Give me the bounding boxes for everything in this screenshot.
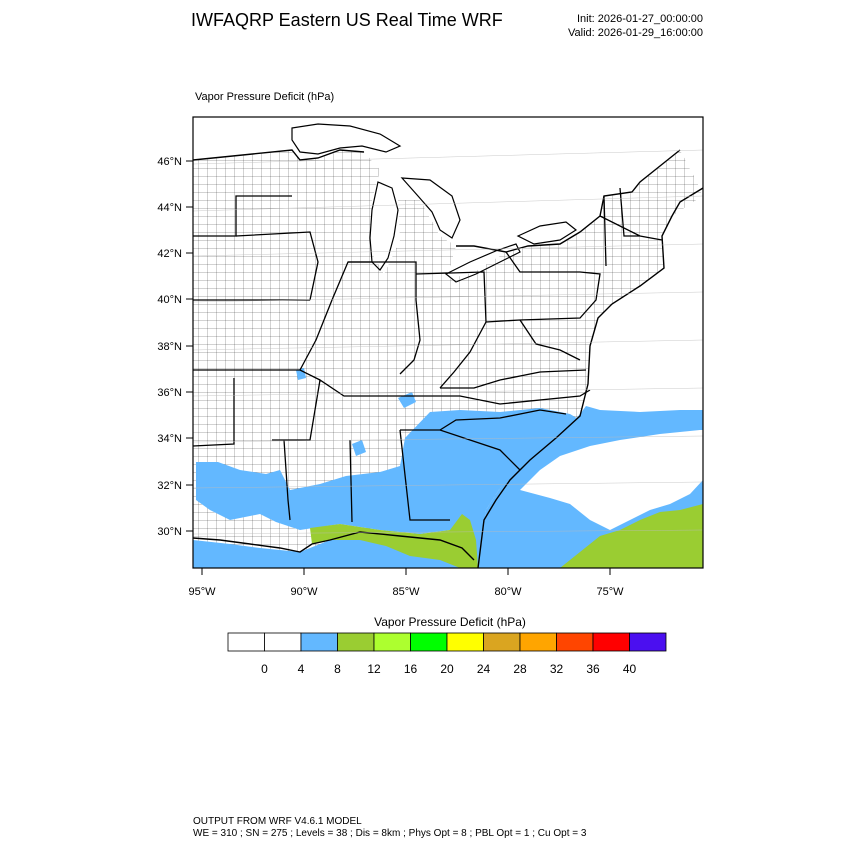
us-counties bbox=[193, 150, 702, 568]
lat-label-36: 36°N bbox=[157, 387, 182, 399]
colorbar-label-2: 8 bbox=[334, 662, 341, 676]
lon-label-95: 95°W bbox=[188, 586, 216, 598]
colorbar-label-3: 12 bbox=[367, 662, 381, 676]
lat-label-38: 38°N bbox=[157, 341, 182, 353]
coastline-east bbox=[477, 187, 703, 568]
colorbar-box-6 bbox=[446, 632, 484, 652]
colorbar-label-10: 40 bbox=[622, 662, 637, 676]
map-subtitle: Vapor Pressure Deficit (hPa) bbox=[195, 91, 335, 103]
colorbar-box-3 bbox=[337, 632, 375, 652]
lon-label-75: 75°W bbox=[596, 586, 624, 598]
map-frame bbox=[192, 116, 704, 569]
model-info-line-1: OUTPUT FROM WRF V4.6.1 MODEL bbox=[193, 816, 362, 827]
colorbar-label-5: 20 bbox=[440, 662, 454, 676]
model-info-line-2: WE = 310 ; SN = 275 ; Levels = 38 ; Dis … bbox=[193, 828, 587, 839]
lon-axis: 95°W 90°W 85°W 80°W 75°W bbox=[188, 568, 624, 598]
map-area bbox=[193, 117, 703, 568]
page-title: IWFAQRP Eastern US Real Time WRF bbox=[191, 10, 503, 30]
colorbar bbox=[227, 632, 667, 652]
colorbar-label-6: 24 bbox=[476, 662, 491, 676]
colorbar-label-1: 4 bbox=[297, 662, 305, 676]
colorbar-box-8 bbox=[519, 632, 557, 652]
lat-label-42: 42°N bbox=[157, 248, 182, 260]
coastline-gulf bbox=[193, 531, 475, 561]
lat-label-34: 34°N bbox=[157, 433, 182, 445]
state-borders bbox=[193, 187, 663, 523]
lat-label-30: 30°N bbox=[157, 526, 182, 538]
us-canada-border bbox=[193, 149, 681, 253]
lat-label-32: 32°N bbox=[157, 480, 182, 492]
colorbar-label-4: 16 bbox=[403, 662, 418, 676]
colorbar-box-2 bbox=[300, 632, 338, 652]
ocean-low-vpd bbox=[520, 430, 703, 530]
colorbar-label-9: 36 bbox=[586, 662, 600, 676]
colorbar-label-7: 28 bbox=[513, 662, 527, 676]
graticule bbox=[193, 149, 703, 535]
lat-axis: 46°N 44°N 42°N 40°N 38°N 36°N 34°N 32°N … bbox=[157, 156, 193, 538]
lat-label-44: 44°N bbox=[157, 202, 182, 214]
colorbar-title: Vapor Pressure Deficit (hPa) bbox=[374, 615, 526, 629]
lon-label-90: 90°W bbox=[290, 586, 318, 598]
colorbar-box-9 bbox=[556, 632, 594, 652]
lat-label-40: 40°N bbox=[157, 294, 182, 306]
lat-label-46: 46°N bbox=[157, 156, 182, 168]
gulfcoast-vpd-8-12 bbox=[310, 514, 478, 568]
init-time-label: Init: 2026-01-27_00:00:00 bbox=[577, 13, 703, 25]
southeast-vpd-4-8 bbox=[196, 408, 580, 568]
colorbar-box-4 bbox=[373, 632, 411, 652]
colorbar-box-7 bbox=[483, 632, 521, 652]
lake-huron bbox=[400, 177, 461, 239]
lon-label-85: 85°W bbox=[392, 586, 420, 598]
valid-time-label: Valid: 2026-01-29_16:00:00 bbox=[568, 27, 703, 39]
lake-superior bbox=[291, 123, 402, 155]
colorbar-box-5 bbox=[410, 632, 448, 652]
colorbar-box-10 bbox=[592, 632, 630, 652]
colorbar-box-0 bbox=[227, 632, 265, 652]
colorbar-label-0: 0 bbox=[261, 662, 268, 676]
colorbar-box-1 bbox=[264, 632, 302, 652]
colorbar-label-8: 32 bbox=[549, 662, 564, 676]
lake-ontario bbox=[516, 221, 578, 245]
lon-label-80: 80°W bbox=[494, 586, 522, 598]
colorbar-box-11 bbox=[629, 632, 667, 652]
ocean-vpd-8-12-east bbox=[560, 504, 703, 568]
